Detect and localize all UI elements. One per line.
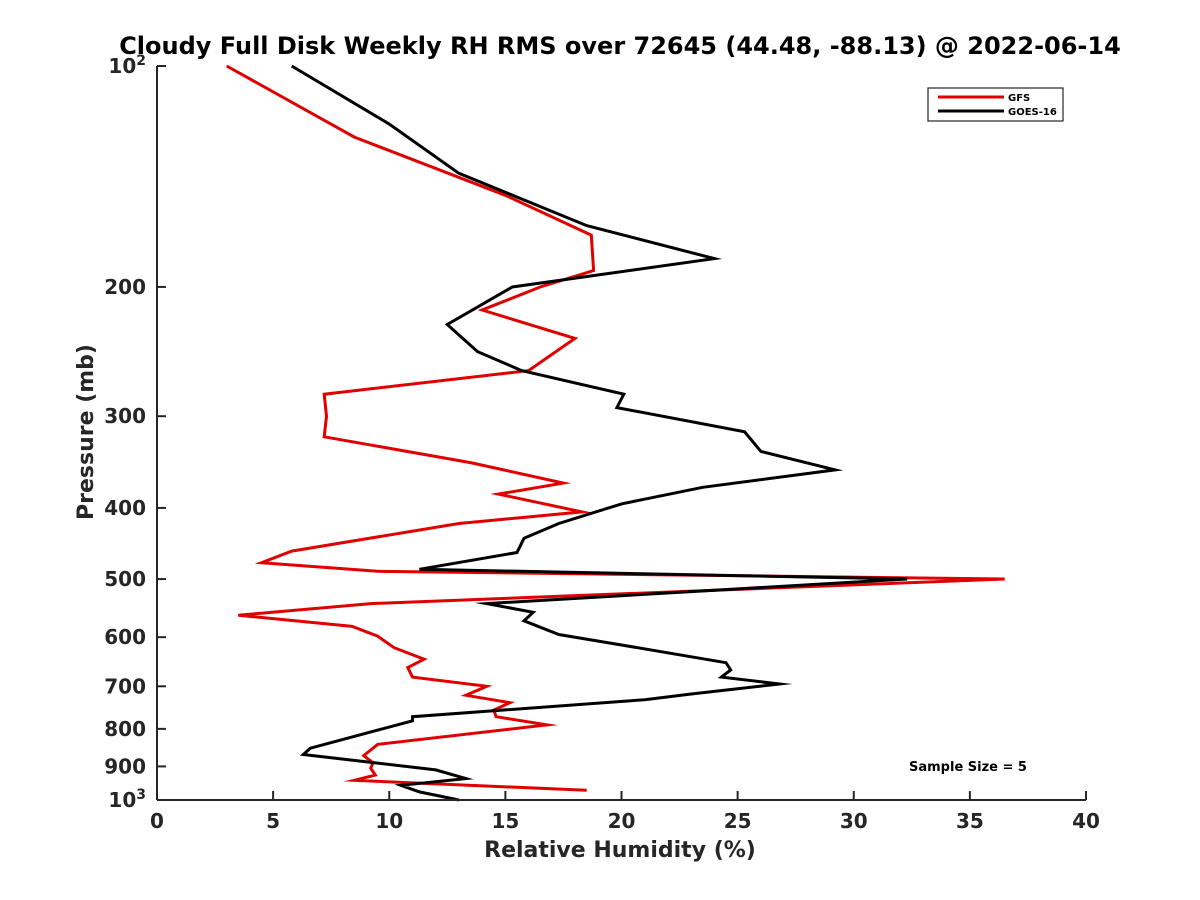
y-tick-label: 700 — [104, 674, 146, 698]
series-layer — [225, 64, 1005, 802]
x-tick-label: 0 — [150, 809, 164, 833]
chart-title: Cloudy Full Disk Weekly RH RMS over 7264… — [119, 32, 1121, 60]
x-tick-label: 25 — [724, 809, 752, 833]
x-tick-label: 5 — [266, 809, 280, 833]
y-tick-label: 600 — [104, 625, 146, 649]
legend: GFS GOES-16 — [927, 87, 1064, 122]
y-tick-label: 900 — [104, 754, 146, 778]
x-tick-label: 20 — [608, 809, 636, 833]
series-line-goes-16 — [290, 64, 908, 802]
legend-label: GOES-16 — [1008, 107, 1057, 118]
x-tick-label: 10 — [375, 809, 403, 833]
series-line-gfs — [225, 64, 1005, 792]
y-tick-label: 800 — [104, 717, 146, 741]
x-tick-label: 40 — [1072, 809, 1100, 833]
y-axis-label: Pressure (mb) — [74, 344, 99, 520]
axes-layer: 0 5 10 15 20 25 30 35 40 102 200 300 400 500 600 700 800… — [104, 53, 1100, 833]
sample-size-annotation: Sample Size = 5 — [909, 760, 1027, 775]
y-tick-label: 102 — [108, 53, 146, 78]
legend-box — [927, 87, 1064, 122]
y-tick-label: 200 — [104, 275, 146, 299]
x-tick-label: 30 — [840, 809, 868, 833]
x-tick-label: 35 — [956, 809, 984, 833]
y-tick-label: 500 — [104, 567, 146, 591]
y-tick-label: 103 — [108, 787, 146, 812]
legend-label: GFS — [1008, 93, 1030, 104]
x-axis-label: Relative Humidity (%) — [484, 838, 756, 863]
y-tick-label: 400 — [104, 496, 146, 520]
y-tick-label: 300 — [104, 404, 146, 428]
x-tick-label: 15 — [491, 809, 519, 833]
